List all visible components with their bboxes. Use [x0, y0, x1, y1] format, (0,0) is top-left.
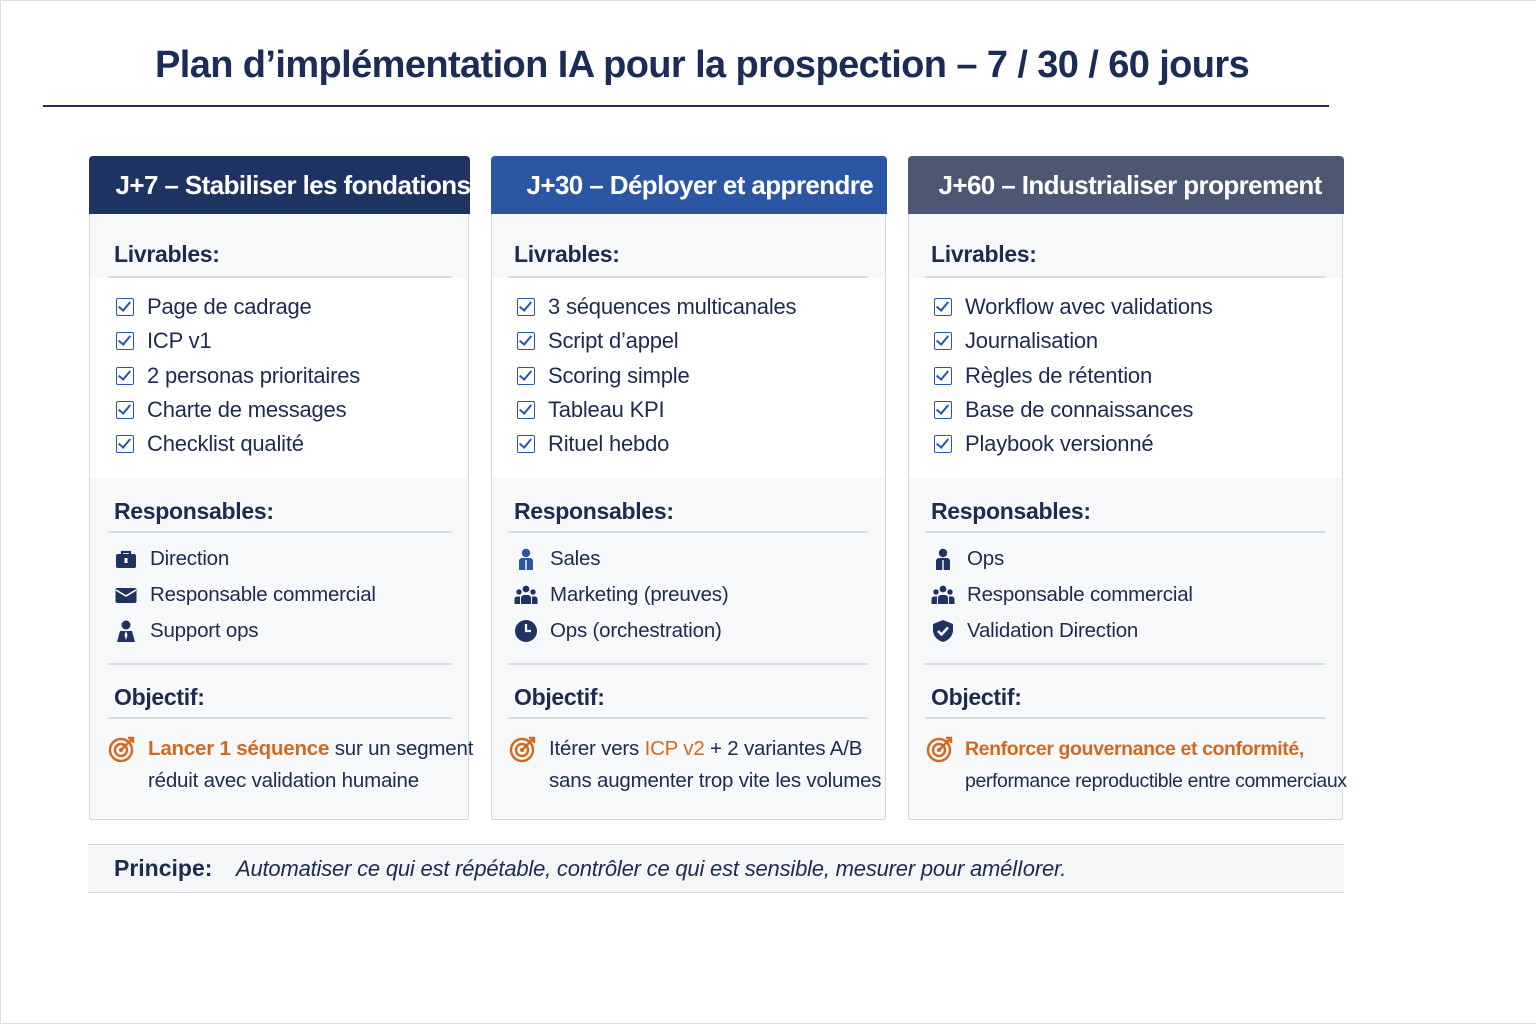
responsable-item: Sales	[514, 544, 600, 574]
livrable-item: Rituel hebdo	[517, 429, 669, 459]
responsable-item: Responsable commercial	[931, 580, 1193, 610]
section-divider	[508, 663, 868, 665]
objectif-text: Lancer 1 séquence sur un segment réduit …	[148, 737, 474, 792]
person-icon	[114, 619, 138, 643]
target-icon	[108, 736, 135, 763]
livrables-panel	[492, 278, 884, 478]
team-icon	[514, 583, 538, 607]
livrable-item: Scoring simple	[517, 361, 690, 391]
livrables-title: Livrables:	[114, 241, 220, 267]
clock-icon	[514, 619, 538, 643]
phase-card-j7: J+7 – Stabiliser les fondations Livrable…	[88, 155, 473, 820]
responsables-title: Responsables:	[931, 498, 1091, 524]
objectif-title: Objectif:	[514, 684, 605, 710]
title-underline	[43, 105, 1329, 107]
objectif-title: Objectif:	[114, 684, 205, 710]
objectif-text: Itérer vers ICP v2 + 2 variantes A/B san…	[549, 737, 882, 792]
livrable-item: Tableau KPI	[517, 395, 665, 425]
team-icon	[931, 583, 955, 607]
section-divider	[925, 531, 1325, 533]
section-divider	[108, 717, 452, 719]
responsable-item: Marketing (preuves)	[514, 580, 729, 610]
briefcase-icon	[114, 547, 138, 571]
phase-card-j60: J+60 – Industrialiser proprement Livrabl…	[907, 155, 1347, 820]
objectif-title: Objectif:	[931, 684, 1022, 710]
responsables-title: Responsables:	[114, 498, 274, 524]
checkbox-checked-icon	[517, 367, 535, 385]
checkbox-checked-icon	[517, 435, 535, 453]
phase-header: J+30 – Déployer et apprendre	[490, 155, 887, 214]
phase-header: J+7 – Stabiliser les fondations	[88, 155, 471, 214]
person-icon	[931, 547, 955, 571]
responsable-item: Ops (orchestration)	[514, 616, 722, 646]
section-divider	[108, 276, 452, 278]
livrable-item: 2 personas prioritaires	[116, 361, 360, 391]
responsable-item: Ops	[931, 544, 1004, 574]
checkbox-checked-icon	[116, 435, 134, 453]
responsable-item: Responsable commercial	[114, 580, 376, 610]
section-divider	[508, 276, 868, 278]
checkbox-checked-icon	[517, 332, 535, 350]
responsable-item: Support ops	[114, 616, 259, 646]
person-icon	[514, 547, 538, 571]
principe-bar	[88, 844, 1344, 893]
checkbox-checked-icon	[934, 401, 952, 419]
principe-label: Principe:	[114, 855, 213, 881]
section-divider	[925, 663, 1325, 665]
responsable-item: Validation Direction	[931, 616, 1138, 646]
livrable-item: Journalisation	[934, 326, 1098, 356]
checkbox-checked-icon	[934, 332, 952, 350]
livrable-item: 3 séquences multicanales	[517, 292, 797, 322]
checkbox-checked-icon	[934, 435, 952, 453]
phase-card-j30: J+30 – Déployer et apprendre Livrables: …	[490, 155, 887, 820]
livrable-item: Charte de messages	[116, 395, 347, 425]
livrables-panel	[90, 278, 467, 478]
section-divider	[108, 531, 452, 533]
livrable-item: Page de cadrage	[116, 292, 312, 322]
livrable-item: Base de connaissances	[934, 395, 1193, 425]
livrables-panel	[909, 278, 1341, 478]
checkbox-checked-icon	[116, 298, 134, 316]
section-divider	[508, 717, 868, 719]
objectif-text: Renforcer gouvernance et conformité, per…	[965, 738, 1347, 792]
section-divider	[925, 717, 1325, 719]
responsable-item: Direction	[114, 544, 229, 574]
livrable-item: Playbook versionné	[934, 429, 1154, 459]
checkbox-checked-icon	[116, 332, 134, 350]
phase-header: J+60 – Industrialiser proprement	[907, 155, 1344, 214]
shield-check-icon	[931, 619, 955, 643]
section-divider	[925, 276, 1325, 278]
checkbox-checked-icon	[116, 401, 134, 419]
livrable-item: Règles de rétention	[934, 361, 1152, 391]
envelope-icon	[114, 583, 138, 607]
livrable-item: Script d’appel	[517, 326, 679, 356]
section-divider	[508, 531, 868, 533]
livrable-item: Workflow avec validations	[934, 292, 1213, 322]
livrables-title: Livrables:	[931, 241, 1037, 267]
checkbox-checked-icon	[934, 367, 952, 385]
livrable-item: ICP v1	[116, 326, 212, 356]
livrable-item: Checklist qualité	[116, 429, 304, 459]
responsables-title: Responsables:	[514, 498, 674, 524]
page-title: Plan d’implémentation IA pour la prospec…	[155, 44, 1250, 86]
target-icon	[509, 736, 536, 763]
section-divider	[108, 663, 452, 665]
checkbox-checked-icon	[517, 298, 535, 316]
target-icon	[926, 736, 953, 763]
principe-text: Automatiser ce qui est répétable, contrô…	[236, 856, 1067, 881]
checkbox-checked-icon	[517, 401, 535, 419]
checkbox-checked-icon	[934, 298, 952, 316]
checkbox-checked-icon	[116, 367, 134, 385]
livrables-title: Livrables:	[514, 241, 620, 267]
